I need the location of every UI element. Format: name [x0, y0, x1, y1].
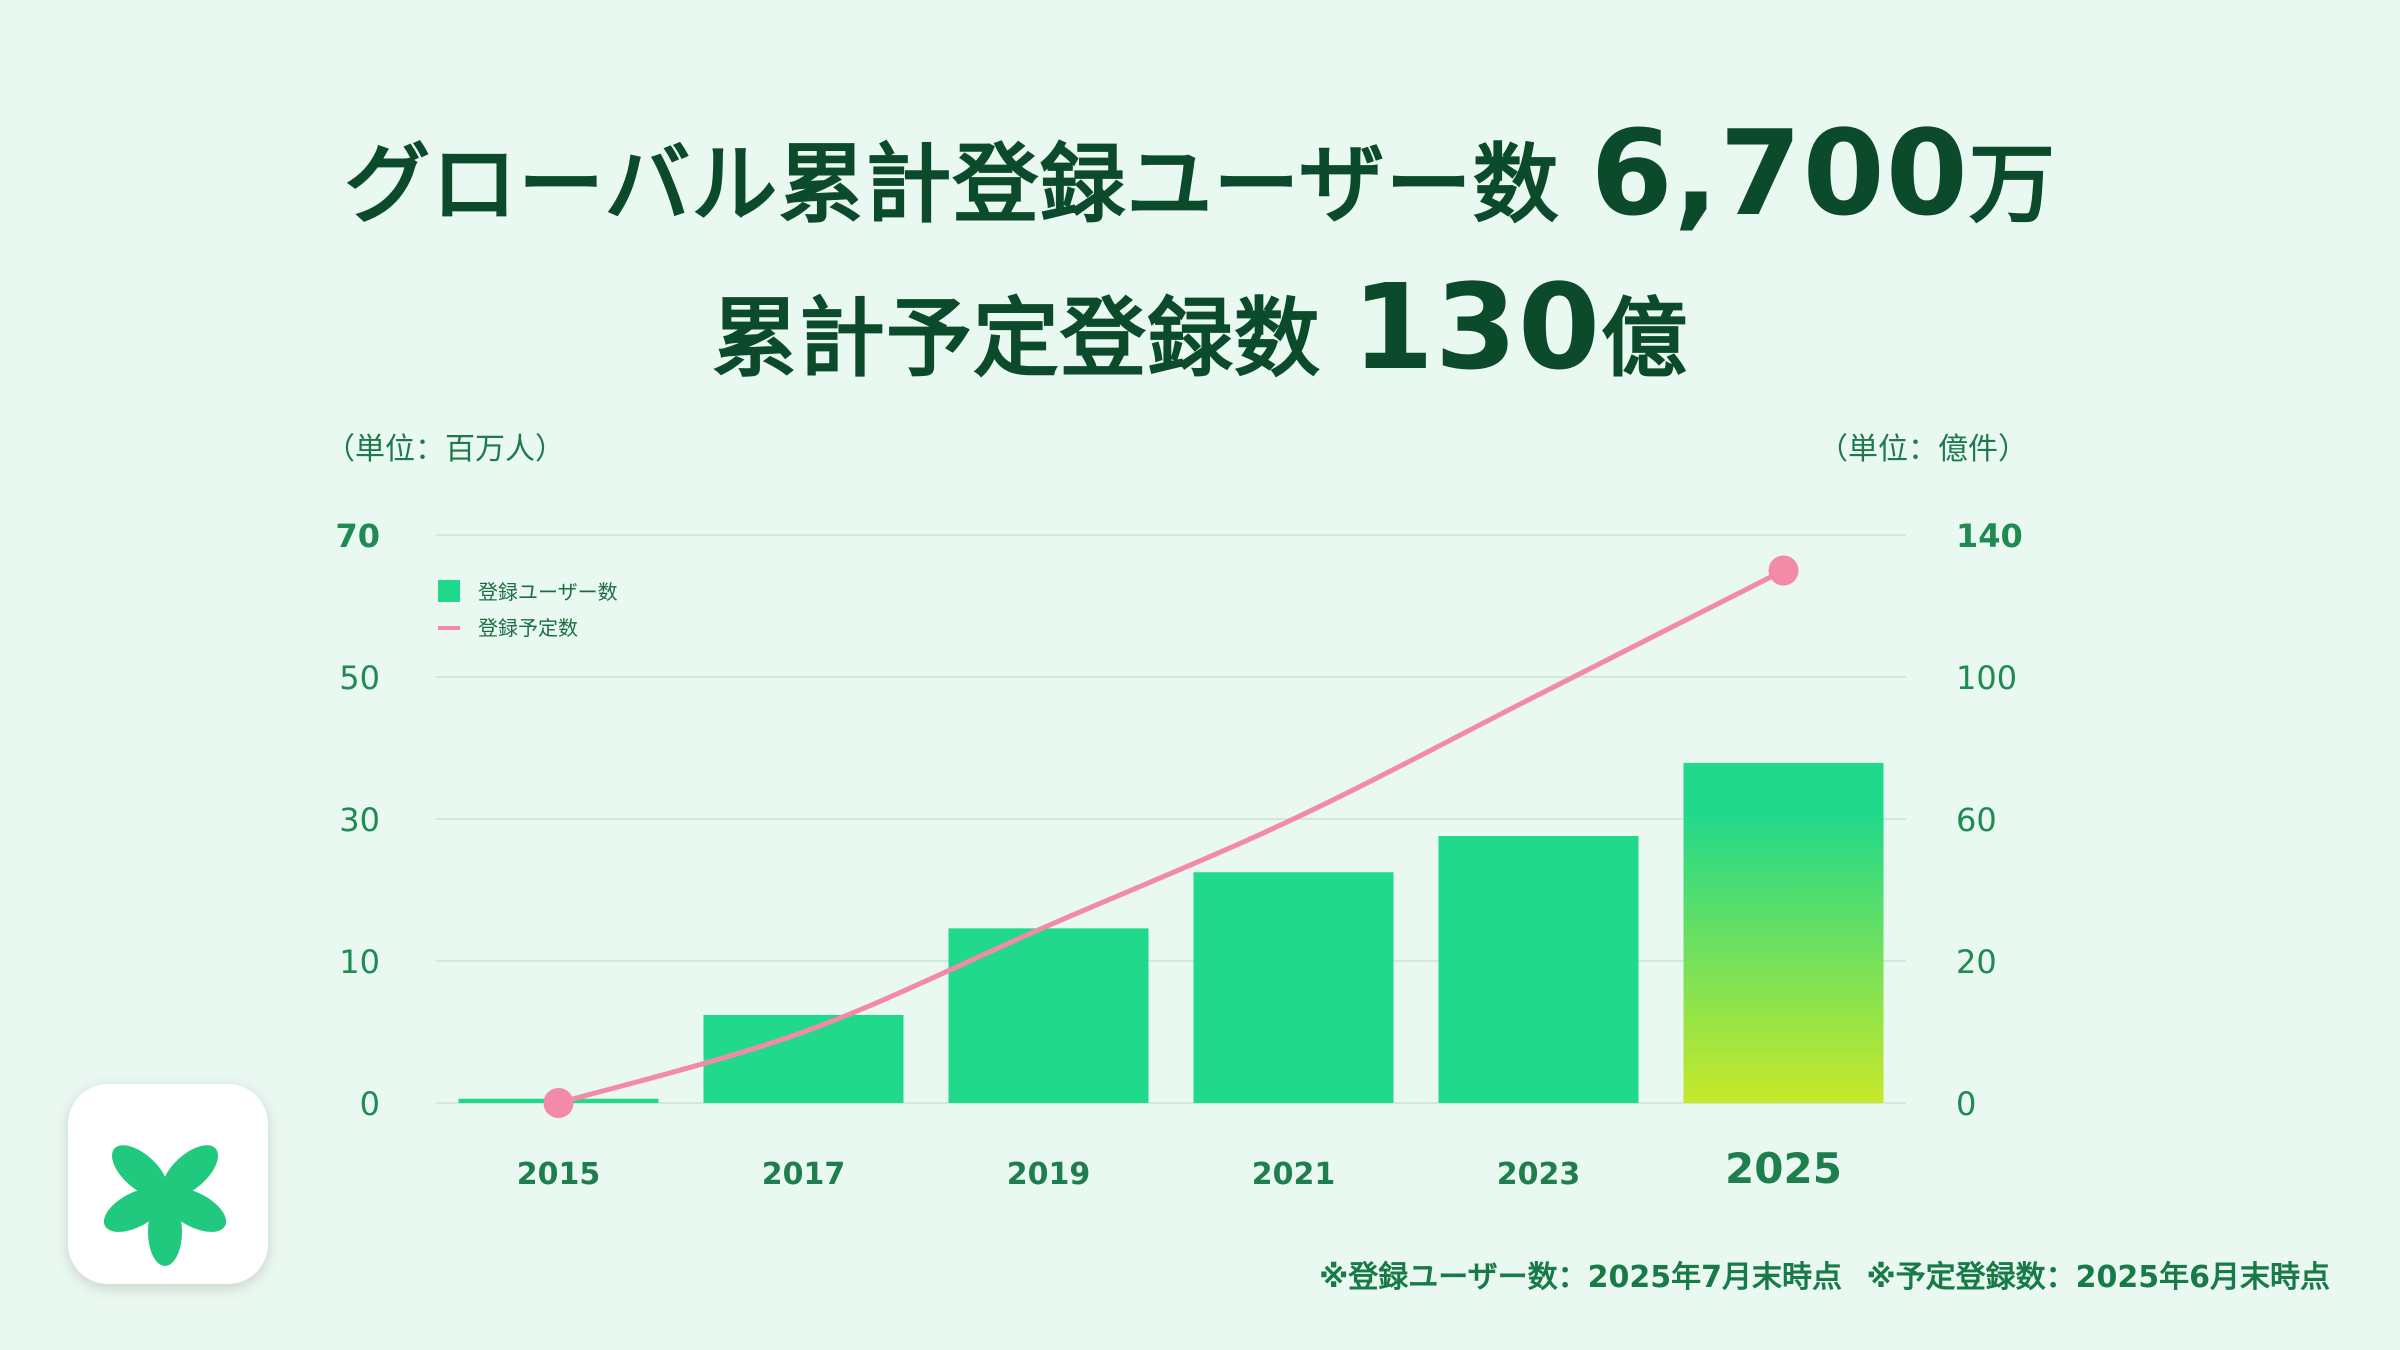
headline-users-value: 6,700	[1590, 104, 1969, 242]
footnote-users: ※登録ユーザー数：2025年7月末時点	[1319, 1260, 1842, 1295]
x-axis-tick: 2023	[1497, 1157, 1581, 1192]
x-axis-tick: 2015	[517, 1157, 601, 1192]
line-point	[1768, 555, 1799, 586]
headline-users: グローバル累計登録ユーザー数 6,700万	[0, 114, 2400, 240]
bar-2025	[1683, 762, 1884, 1103]
line-series-schedules	[557, 568, 1785, 1106]
legend-entry-schedules: 登録予定数	[478, 616, 578, 640]
left-axis-tick: 30	[339, 801, 380, 839]
footnote-schedules: ※予定登録数：2025年6月末時点	[1866, 1260, 2330, 1295]
app-logo-clover-icon	[68, 1084, 268, 1284]
right-axis-tick: 60	[1956, 801, 1997, 839]
headline-users-label: グローバル累計登録ユーザー数	[344, 135, 1560, 235]
left-axis-tick: 10	[339, 943, 380, 981]
headline-schedules: 累計予定登録数 130億	[0, 268, 2400, 394]
x-axis-tick: 2019	[1007, 1157, 1091, 1192]
left-axis-tick: 50	[339, 659, 380, 697]
bar-2021	[1193, 872, 1394, 1103]
bar-2017	[703, 1014, 904, 1103]
right-axis-tick: 100	[1956, 659, 2017, 697]
left-axis-unit: （単位：百万人）	[325, 432, 565, 467]
legend-entry-users: 登録ユーザー数	[478, 580, 618, 604]
headline-schedules-suffix: 億	[1601, 289, 1689, 389]
legend-bar-swatch	[438, 580, 460, 602]
line-point	[543, 1088, 574, 1118]
bar-2023	[1438, 836, 1639, 1103]
headline-users-suffix: 万	[1968, 135, 2056, 235]
left-axis-tick: 0	[360, 1085, 380, 1123]
footnote: ※登録ユーザー数：2025年7月末時点 ※予定登録数：2025年6月末時点	[1305, 1252, 2330, 1296]
x-axis-tick: 2021	[1252, 1157, 1336, 1192]
right-axis-tick: 20	[1956, 943, 1997, 981]
x-axis-tick: 2025	[1725, 1144, 1842, 1193]
right-axis-tick: 0	[1956, 1085, 1976, 1123]
left-axis-tick: 70	[335, 517, 380, 555]
headline-schedules-value: 130	[1351, 258, 1602, 396]
right-axis-unit: （単位：億件）	[1818, 432, 2028, 467]
right-axis-tick: 140	[1956, 517, 2023, 555]
headline-schedules-label: 累計予定登録数	[711, 289, 1321, 389]
x-axis-tick: 2017	[762, 1157, 846, 1192]
